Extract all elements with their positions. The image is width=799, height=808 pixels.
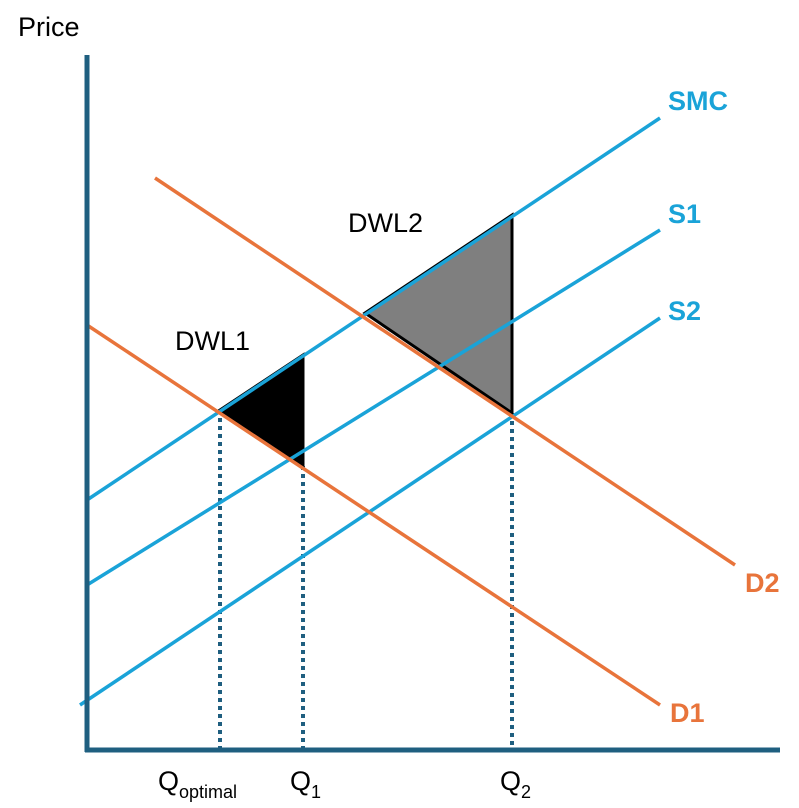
q-subscript: 1 — [311, 782, 321, 802]
y-axis-label: Price — [18, 12, 80, 42]
dwl2-area — [362, 212, 514, 416]
guides — [218, 410, 514, 750]
curve-label: D1 — [670, 698, 705, 728]
dwl1-area — [217, 352, 305, 469]
curves — [79, 116, 736, 707]
curve-label: S1 — [668, 199, 701, 229]
q-subscript: optimal — [179, 782, 237, 802]
quantity-label: Qoptimal — [158, 766, 237, 802]
curve-label: D2 — [745, 568, 780, 598]
s1-line — [86, 228, 661, 587]
q-subscript: 2 — [521, 782, 531, 802]
area-label: DWL1 — [175, 326, 250, 356]
d2-line — [154, 176, 736, 567]
area-label: DWL2 — [348, 208, 423, 238]
q-symbol: Q — [158, 766, 179, 796]
d1-line — [86, 323, 661, 707]
quantity-label: Q1 — [290, 766, 321, 802]
smc-line — [86, 116, 661, 502]
curve-label: SMC — [668, 86, 728, 116]
q-symbol: Q — [500, 766, 521, 796]
curve-label: S2 — [668, 296, 701, 326]
quantity-label: Q2 — [500, 766, 531, 802]
q-symbol: Q — [290, 766, 311, 796]
